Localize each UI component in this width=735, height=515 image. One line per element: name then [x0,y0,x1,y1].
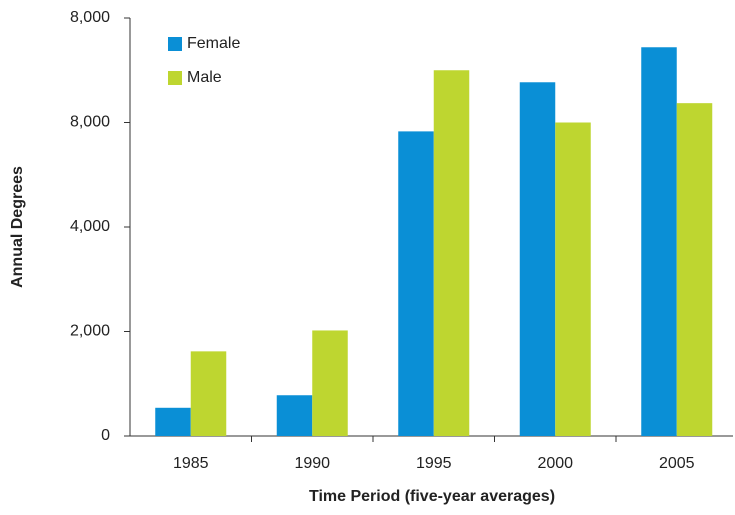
y-tick-label: 4,000 [70,218,110,235]
x-tick-label: 1990 [294,455,330,472]
x-axis-title: Time Period (five-year averages) [309,488,555,505]
x-tick-label: 1995 [416,455,452,472]
bar [276,395,313,436]
y-tick-label: 8,000 [70,114,110,131]
bar [312,330,348,436]
bar [641,47,677,436]
x-tick-label: 2005 [659,455,695,472]
legend-label: Female [187,35,240,52]
y-tick-label: 0 [101,427,110,444]
bar [676,103,713,436]
bar [519,82,556,436]
legend-swatch [168,71,182,85]
y-axis-title: Annual Degrees [9,166,26,288]
y-tick-label: 2,000 [70,323,110,340]
bar [433,70,470,436]
bar [190,351,227,436]
bar [555,122,591,436]
bar [155,407,191,436]
legend-swatch [168,37,182,51]
x-tick-label: 2000 [537,455,573,472]
bar [398,131,434,436]
x-tick-label: 1985 [173,455,209,472]
legend-label: Male [187,69,222,86]
y-tick-label: 8,000 [70,9,110,26]
